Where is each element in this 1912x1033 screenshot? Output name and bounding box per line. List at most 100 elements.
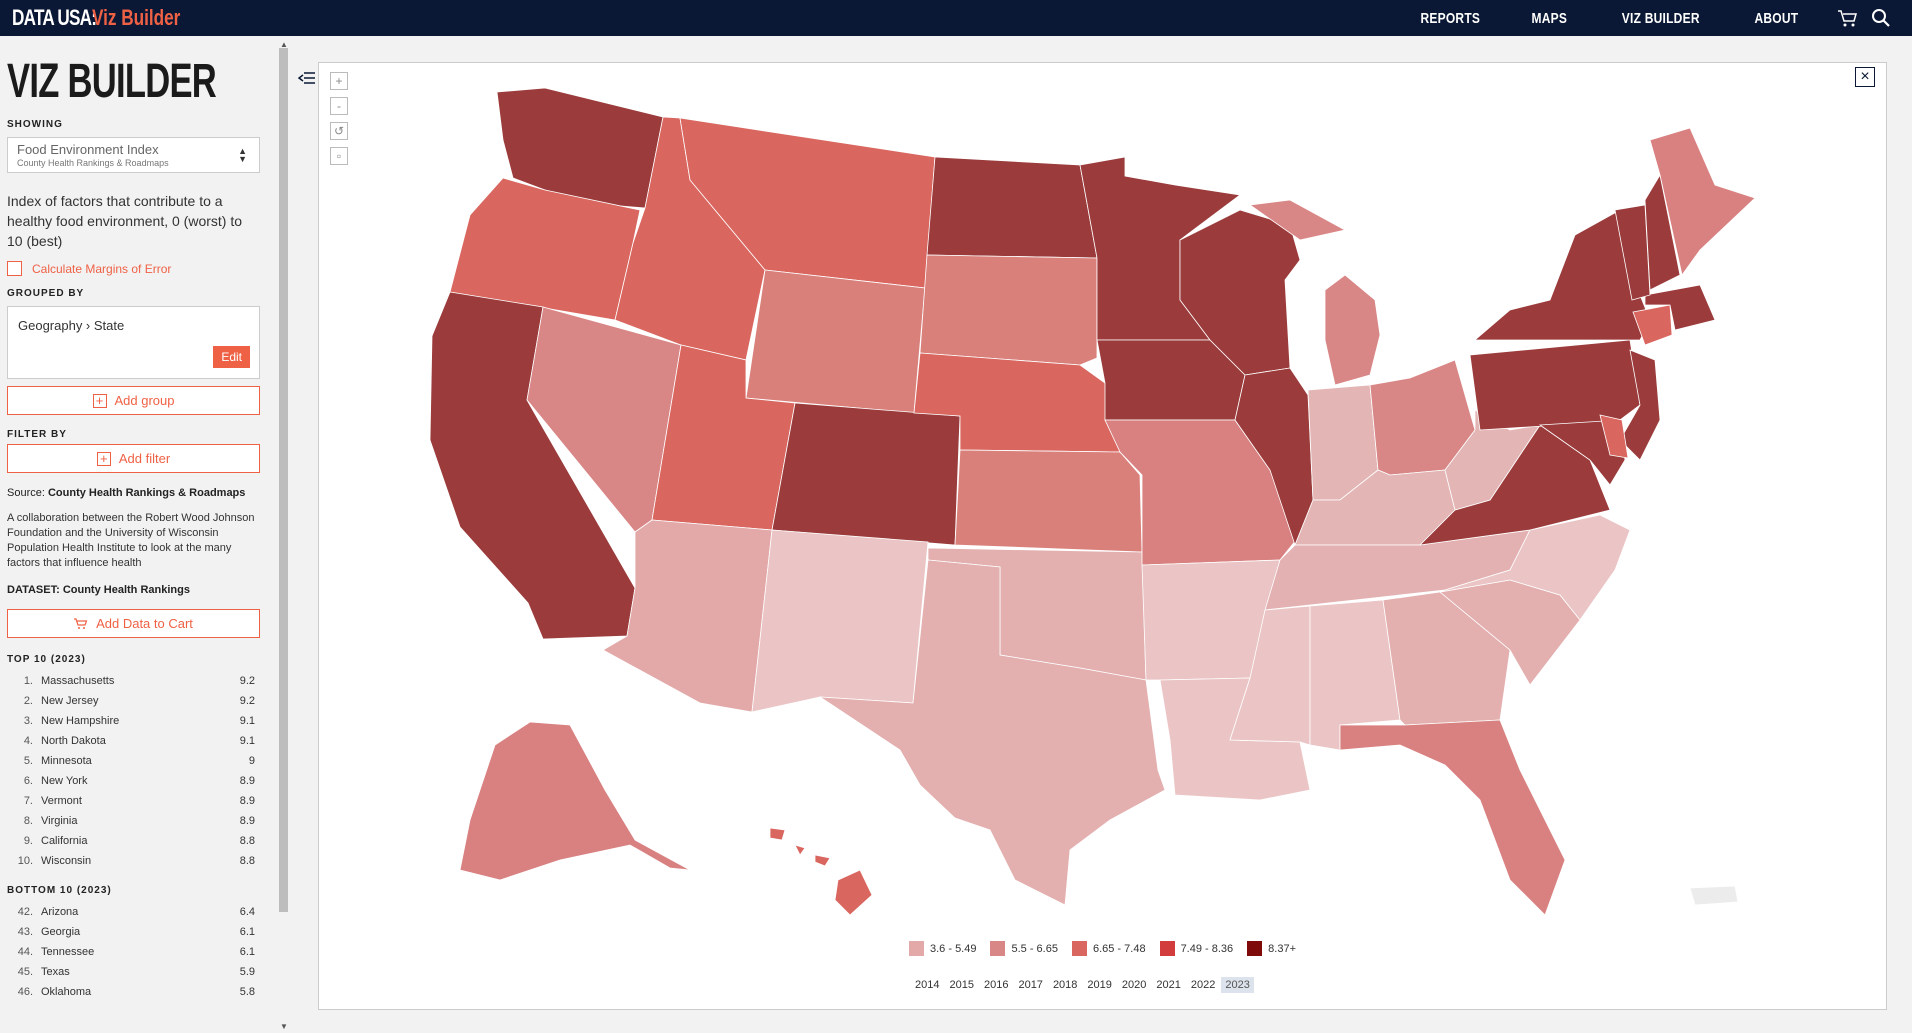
year-button[interactable]: 2016 [983, 979, 1009, 991]
rank-state-name[interactable]: Tennessee [41, 946, 95, 958]
rank-state-name[interactable]: New Hampshire [41, 715, 120, 727]
list-item[interactable]: 46. Oklahoma 5.8 [7, 982, 261, 1002]
rank-state-name[interactable]: Wisconsin [41, 855, 92, 867]
rank-value: 8.9 [239, 815, 255, 827]
rank-state-name[interactable]: Vermont [41, 795, 82, 807]
state-wisconsin[interactable] [1179, 209, 1301, 376]
rank-state-name[interactable]: Georgia [41, 926, 81, 938]
collapse-sidebar-icon[interactable] [298, 70, 316, 86]
list-item[interactable]: 44. Tennessee 6.1 [7, 942, 261, 962]
add-group-button[interactable]: + Add group [7, 386, 260, 415]
state-south-dakota[interactable] [919, 254, 1098, 366]
list-item[interactable]: 45. Texas 5.9 [7, 962, 261, 982]
list-item[interactable]: 9. California 8.8 [7, 831, 261, 851]
state-wyoming[interactable] [745, 269, 926, 414]
scroll-up-arrow-icon[interactable]: ▲ [280, 40, 288, 49]
year-button[interactable]: 2018 [1052, 979, 1078, 991]
source-name[interactable]: County Health Rankings & Roadmaps [47, 487, 246, 499]
state-vermont[interactable] [1614, 204, 1651, 301]
state-hawaii[interactable] [769, 827, 873, 916]
list-item[interactable]: 10. Wisconsin 8.8 [7, 851, 261, 871]
state-new-jersey[interactable] [1619, 349, 1661, 461]
rank-state-name[interactable]: Virginia [41, 815, 78, 827]
list-item[interactable]: 7. Vermont 8.9 [7, 791, 261, 811]
add-filter-button[interactable]: + Add filter [7, 444, 260, 473]
rank-state-name[interactable]: Oklahoma [41, 986, 92, 998]
state-alaska[interactable] [459, 721, 691, 881]
legend-item[interactable]: 8.37+ [1247, 941, 1296, 956]
list-item[interactable]: 3. New Hampshire 9.1 [7, 711, 261, 731]
state-connecticut[interactable] [1632, 304, 1673, 346]
rank-number: 3. [23, 715, 33, 727]
source-line: Source: County Health Rankings & Roadmap… [7, 487, 261, 499]
rank-state-name[interactable]: New Jersey [41, 695, 99, 707]
moe-option[interactable]: Calculate Margins of Error [7, 261, 261, 276]
dataset-name[interactable]: County Health Rankings [62, 584, 190, 596]
list-item[interactable]: 1. Massachusetts 9.2 [7, 671, 261, 691]
rank-state-name[interactable]: New York [41, 775, 88, 787]
cart-icon[interactable] [1836, 7, 1858, 29]
state-north-carolina[interactable] [1439, 514, 1631, 621]
state-delaware[interactable] [1599, 414, 1629, 459]
list-item[interactable]: 6. New York 8.9 [7, 771, 261, 791]
legend-item[interactable]: 6.65 - 7.48 [1071, 941, 1146, 956]
moe-checkbox[interactable] [7, 261, 22, 276]
list-item[interactable]: 42. Arizona 6.4 [7, 902, 261, 922]
year-button[interactable]: 2019 [1087, 979, 1112, 991]
year-button[interactable]: 2014 [915, 979, 940, 991]
year-button[interactable]: 2023 [1221, 977, 1254, 993]
list-item[interactable]: 43. Georgia 6.1 [7, 922, 261, 942]
search-icon[interactable] [1870, 7, 1892, 29]
territory-puerto-rico[interactable] [1689, 885, 1739, 906]
reset-zoom-icon[interactable]: ↺ [330, 122, 348, 140]
moe-label[interactable]: Calculate Margins of Error [32, 261, 172, 276]
year-button[interactable]: 2022 [1190, 979, 1216, 991]
measure-select[interactable]: Food Environment Index County Health Ran… [7, 137, 260, 173]
state-colorado[interactable] [771, 402, 961, 546]
year-button[interactable]: 2020 [1121, 979, 1147, 991]
rank-state-name[interactable]: Massachusetts [41, 675, 115, 687]
year-button[interactable]: 2021 [1156, 979, 1181, 991]
add-to-cart-button[interactable]: Add Data to Cart [7, 609, 260, 638]
state-michigan[interactable] [1248, 199, 1381, 386]
state-florida[interactable] [1339, 719, 1566, 916]
rank-state-name[interactable]: Minnesota [41, 755, 92, 767]
year-button[interactable]: 2015 [949, 979, 974, 991]
state-north-dakota[interactable] [926, 156, 1098, 259]
state-massachusetts[interactable] [1644, 284, 1716, 331]
zoom-in-button[interactable]: + [330, 72, 348, 90]
rank-state-name[interactable]: Arizona [41, 906, 79, 918]
nav-viz-builder[interactable]: VIZ BUILDER [1621, 9, 1700, 27]
list-item[interactable]: 5. Minnesota 9 [7, 751, 261, 771]
year-button[interactable]: 2017 [1018, 979, 1043, 991]
state-new-mexico[interactable] [751, 529, 929, 713]
list-item[interactable]: 4. North Dakota 9.1 [7, 731, 261, 751]
close-button[interactable]: × [1855, 67, 1875, 87]
rank-state-name[interactable]: North Dakota [41, 735, 106, 747]
datausa-logo[interactable]: DATA USA: Viz Builder [12, 5, 205, 31]
state-maine[interactable] [1649, 127, 1756, 276]
state-texas[interactable] [818, 559, 1166, 906]
state-new-hampshire[interactable] [1644, 173, 1681, 291]
state-kansas[interactable] [954, 449, 1143, 553]
plus-icon: + [92, 393, 107, 408]
rank-state-name[interactable]: Texas [41, 966, 70, 978]
legend-item[interactable]: 5.5 - 6.65 [990, 941, 1058, 956]
legend-item[interactable]: 3.6 - 5.49 [909, 941, 976, 956]
sidebar-scrollbar-thumb[interactable] [279, 48, 288, 912]
scroll-down-arrow-icon[interactable]: ▼ [280, 1022, 288, 1031]
zoom-out-button[interactable]: - [330, 97, 348, 115]
nav-reports[interactable]: REPORTS [1419, 9, 1480, 27]
edit-group-button[interactable]: Edit [213, 346, 250, 368]
legend-item[interactable]: 7.49 - 8.36 [1159, 941, 1233, 956]
list-item[interactable]: 8. Virginia 8.9 [7, 811, 261, 831]
rank-state-name[interactable]: California [41, 835, 88, 847]
select-box-icon[interactable]: ▫ [330, 147, 348, 165]
nav-maps[interactable]: MAPS [1531, 9, 1568, 27]
state-pennsylvania[interactable] [1469, 339, 1641, 431]
list-item[interactable]: 2. New Jersey 9.2 [7, 691, 261, 711]
rank-number: 1. [23, 675, 33, 687]
rank-value: 6.1 [239, 926, 255, 938]
page-title: VIZ BUILDER [7, 55, 217, 108]
nav-about[interactable]: ABOUT [1754, 9, 1799, 27]
